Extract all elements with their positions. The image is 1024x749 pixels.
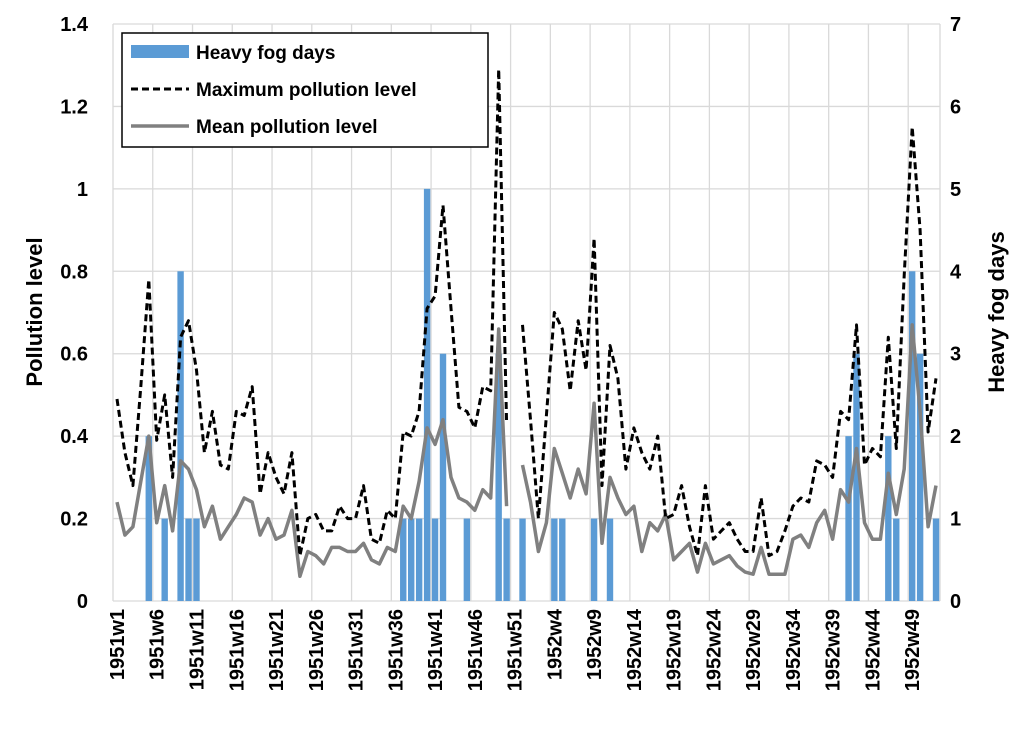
fog-bar xyxy=(432,519,438,601)
fog-bar xyxy=(464,519,470,601)
fog-bar xyxy=(440,354,446,601)
y-tick-label: 0.2 xyxy=(60,509,88,531)
fog-bar xyxy=(893,519,899,601)
y-tick-label: 1.2 xyxy=(60,96,88,118)
fog-bar xyxy=(400,519,406,601)
y2-tick-label: 4 xyxy=(950,261,962,283)
fog-bar xyxy=(408,519,414,601)
x-tick-label: 1951w16 xyxy=(226,609,248,691)
fog-bar xyxy=(193,519,199,601)
x-tick-label: 1952w39 xyxy=(823,609,845,691)
legend-swatch-fog xyxy=(131,45,189,58)
x-tick-label: 1952w29 xyxy=(743,609,765,691)
y2-tick-label: 1 xyxy=(950,509,961,531)
fog-bar xyxy=(559,519,565,601)
y2-tick-label: 2 xyxy=(950,426,961,448)
fog-bar xyxy=(591,519,597,601)
x-tick-label: 1952w4 xyxy=(544,608,566,680)
fog-bar xyxy=(909,271,915,601)
fog-bar xyxy=(607,519,613,601)
y2-tick-label: 7 xyxy=(950,14,961,36)
fog-bar xyxy=(845,436,851,601)
x-tick-label: 1951w21 xyxy=(266,609,288,691)
x-tick-label: 1952w19 xyxy=(664,609,686,691)
y-axis-title: Pollution level xyxy=(22,237,47,386)
x-tick-label: 1951w36 xyxy=(385,609,407,691)
x-tick-label: 1952w14 xyxy=(624,608,646,691)
y-tick-label: 1.4 xyxy=(60,14,89,36)
y-tick-label: 1 xyxy=(77,179,88,201)
x-tick-label: 1951w11 xyxy=(186,609,208,690)
x-tick-label: 1951w46 xyxy=(465,609,487,691)
x-tick-label: 1952w34 xyxy=(783,608,805,691)
y-tick-label: 0.4 xyxy=(60,426,89,448)
x-tick-label: 1951w1 xyxy=(107,609,129,680)
x-tick-label: 1951w26 xyxy=(306,609,328,691)
legend-label-max: Maximum pollution level xyxy=(196,80,417,101)
fog-bar xyxy=(161,519,167,601)
x-tick-label: 1952w49 xyxy=(902,609,924,691)
y-tick-label: 0 xyxy=(77,591,88,613)
y2-tick-label: 6 xyxy=(950,96,961,118)
fog-bar xyxy=(177,271,183,601)
fog-bar xyxy=(551,519,557,601)
y2-tick-label: 5 xyxy=(950,179,961,201)
fog-bar xyxy=(885,436,891,601)
y2-axis-title: Heavy fog days xyxy=(984,231,1009,392)
fog-bar xyxy=(503,519,509,601)
x-tick-label: 1952w24 xyxy=(703,608,725,691)
fog-bar xyxy=(416,519,422,601)
y-tick-label: 0.6 xyxy=(60,344,88,366)
y2-tick-label: 3 xyxy=(950,344,961,366)
x-tick-label: 1951w31 xyxy=(346,609,368,691)
x-tick-label: 1952w9 xyxy=(584,609,606,680)
fog-bar xyxy=(424,189,430,601)
fog-bar xyxy=(519,519,525,601)
legend-label-mean: Mean pollution level xyxy=(196,117,378,138)
legend-label-fog: Heavy fog days xyxy=(196,43,335,64)
x-tick-label: 1951w51 xyxy=(505,609,527,691)
x-tick-label: 1952w44 xyxy=(862,608,884,691)
legend: Heavy fog days Maximum pollution level M… xyxy=(122,33,488,147)
fog-bar xyxy=(185,519,191,601)
fog-bar xyxy=(933,519,939,601)
x-tick-label: 1951w41 xyxy=(425,609,447,691)
y2-tick-label: 0 xyxy=(950,591,961,613)
y-tick-label: 0.8 xyxy=(60,261,88,283)
x-tick-label: 1951w6 xyxy=(147,609,169,680)
